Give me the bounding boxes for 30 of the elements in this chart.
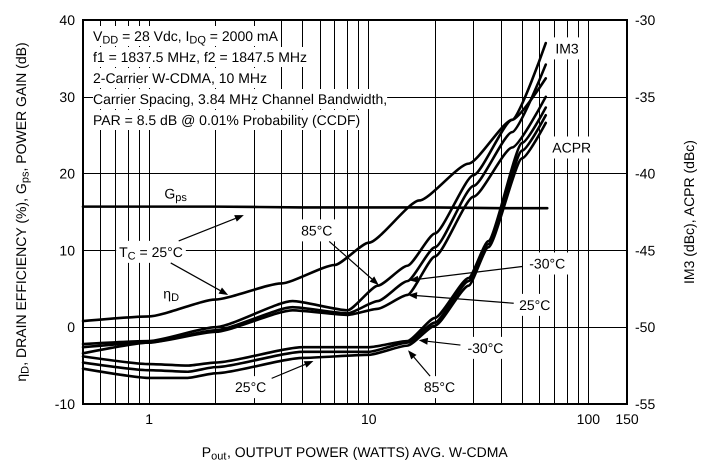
y-tick-label: 20 [59, 166, 76, 182]
y2-tick-label: -55 [635, 396, 656, 412]
x-tick-label: 150 [615, 411, 639, 427]
annotation: 85°C [301, 222, 332, 238]
annotation: 2-Carrier W-CDMA, 10 MHz [93, 70, 267, 86]
y-tick-label: 40 [59, 12, 76, 28]
x-tick-label: 1 [145, 411, 154, 427]
annotation: 25°C [519, 296, 550, 313]
annotation: 85°C [424, 379, 456, 396]
annotation: -30°C [467, 340, 504, 356]
annotation: f1 = 1837.5 MHz, f2 = 1847.5 MHz [93, 49, 308, 65]
annotation: PAR = 8.5 dB @ 0.01% Probability (CCDF) [93, 112, 360, 128]
y2-tick-label: -50 [635, 319, 656, 336]
x-tick-label: 10 [360, 411, 377, 427]
annotation: IM3 [555, 40, 579, 56]
annotation: -30°C [529, 255, 566, 272]
annotation: Carrier Spacing, 3.84 MHz Channel Bandwidth, [93, 91, 388, 107]
y2-axis-title: IM3 (dBc), ACPR (dBc) [681, 140, 697, 284]
y-axis-title: ηD, DRAIN EFFICIENCY (%), Gps, POWER GAIN (dB) [13, 42, 32, 382]
y2-tick-label: -40 [635, 166, 656, 182]
y2-tick-label: -35 [635, 88, 656, 105]
y2-tick-label: -45 [635, 242, 656, 258]
y-tick-label: 0 [67, 319, 76, 336]
y-tick-label: 10 [59, 242, 76, 258]
y2-tick-label: -30 [635, 12, 656, 28]
y-tick-label: 30 [59, 88, 76, 105]
annotation: ACPR [552, 139, 592, 156]
y-tick-label: -10 [54, 396, 76, 412]
annotation: 25°C [235, 379, 266, 396]
x-tick-label: 100 [576, 411, 600, 427]
